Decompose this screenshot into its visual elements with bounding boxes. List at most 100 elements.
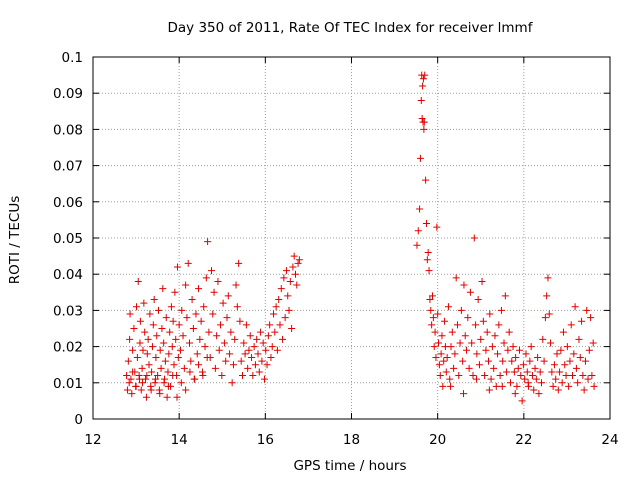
x-tick-label: 24 [601, 432, 618, 448]
y-tick-label: 0 [74, 412, 83, 428]
data-point [416, 205, 424, 213]
data-point [451, 350, 459, 358]
data-point [167, 303, 175, 311]
data-point [207, 267, 215, 275]
data-point [236, 317, 244, 325]
data-point [416, 154, 424, 162]
data-point [164, 382, 172, 390]
data-point [177, 379, 185, 387]
data-point [209, 310, 217, 318]
data-point [249, 372, 257, 380]
data-point [435, 361, 443, 369]
data-point [260, 375, 268, 383]
data-point [218, 372, 226, 380]
data-point [523, 368, 531, 376]
data-point [125, 379, 133, 387]
data-point [134, 277, 142, 285]
data-point [465, 364, 473, 372]
data-point [237, 357, 245, 365]
data-point [448, 328, 456, 336]
data-point [190, 375, 198, 383]
data-point [244, 364, 252, 372]
data-point [222, 357, 230, 365]
data-point [175, 321, 183, 329]
data-point [142, 375, 150, 383]
data-point [486, 310, 494, 318]
data-point [474, 296, 482, 304]
data-point [425, 267, 433, 275]
data-point [516, 346, 524, 354]
data-point [419, 82, 427, 90]
data-point [151, 375, 159, 383]
data-point [436, 372, 444, 380]
data-point [156, 346, 164, 354]
data-point [419, 75, 427, 83]
data-point [539, 335, 547, 343]
data-point [290, 252, 298, 260]
data-point [242, 321, 250, 329]
data-point [188, 296, 196, 304]
data-point [430, 343, 438, 351]
data-point [259, 339, 267, 347]
data-point [477, 335, 485, 343]
data-point [169, 372, 177, 380]
data-point [182, 281, 190, 289]
data-point [510, 368, 518, 376]
data-point [130, 325, 138, 332]
data-point [165, 350, 173, 358]
data-point [563, 343, 571, 351]
data-point [211, 364, 219, 372]
data-point [499, 357, 507, 365]
data-point [238, 372, 246, 380]
data-point [258, 357, 266, 365]
data-point [232, 281, 240, 289]
data-point [146, 310, 154, 318]
data-point [554, 386, 562, 394]
data-point [199, 372, 207, 380]
y-tick-label: 0.05 [53, 231, 83, 247]
data-points [123, 71, 598, 405]
data-point [280, 274, 288, 282]
data-point [457, 306, 465, 314]
data-point [162, 314, 170, 322]
data-point [246, 332, 254, 340]
data-point [240, 339, 248, 347]
data-point [561, 361, 569, 369]
data-point [491, 332, 499, 340]
data-point [481, 372, 489, 380]
data-point [253, 335, 261, 343]
data-point [264, 332, 272, 340]
data-point [473, 350, 481, 358]
y-tick-label: 0.04 [53, 267, 83, 283]
data-point [566, 357, 574, 365]
data-point [504, 346, 512, 354]
data-point [475, 361, 483, 369]
y-tick-label: 0.1 [62, 50, 83, 66]
y-tick-label: 0.06 [53, 195, 83, 211]
data-point [524, 379, 532, 387]
data-point [124, 357, 132, 365]
data-point [273, 346, 281, 354]
data-point [161, 357, 169, 365]
data-point [472, 375, 480, 383]
data-point [178, 306, 186, 314]
y-tick-label: 0.07 [53, 159, 83, 175]
data-point [262, 346, 270, 354]
grid-lines [93, 57, 610, 419]
data-point [129, 368, 137, 376]
data-point [441, 317, 449, 325]
data-point [182, 386, 190, 394]
data-point [149, 321, 157, 329]
data-point [136, 375, 144, 383]
data-point [579, 372, 587, 380]
data-point [459, 357, 467, 365]
data-point [501, 292, 509, 300]
data-point [478, 277, 486, 285]
data-point [585, 346, 593, 354]
y-tick-label: 0.09 [53, 86, 83, 102]
data-point [143, 372, 151, 380]
data-point [268, 343, 276, 351]
data-point [588, 372, 596, 380]
data-point [437, 350, 445, 358]
data-point [128, 390, 136, 398]
